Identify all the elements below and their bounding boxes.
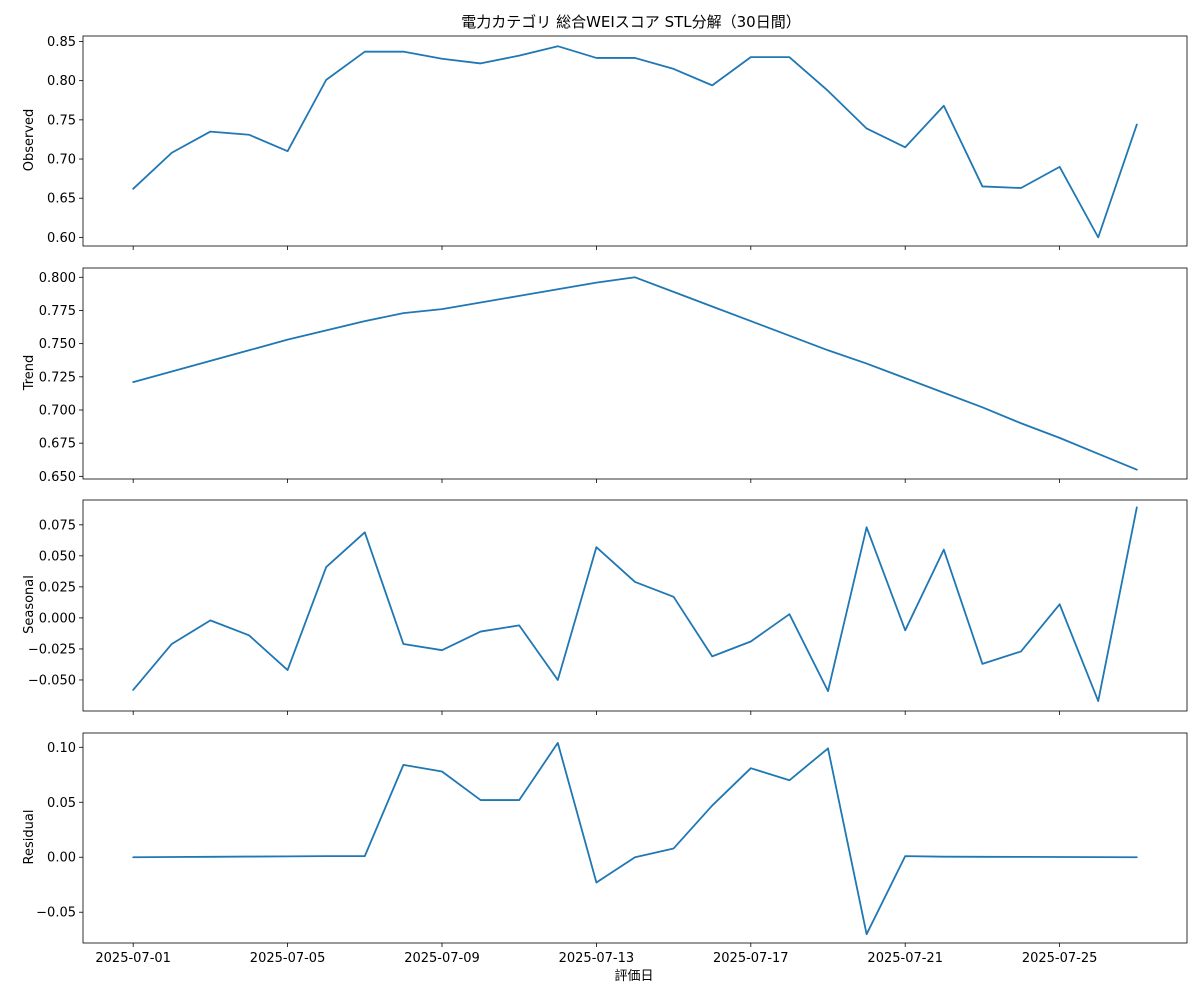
y-axis-title-observed: Observed	[22, 109, 37, 172]
chart-title: 電力カテゴリ 総合WEIスコア STL分解（30日間）	[461, 13, 800, 31]
y-tick-label: −0.050	[28, 673, 76, 688]
series-line-trend	[132, 276, 1138, 471]
x-tick-label: 2025-07-05	[250, 951, 326, 966]
panel-residual: −0.05 0.00 0.05 0.10 2025-07-01 2025-07-05 202…	[22, 732, 1188, 966]
panel-frame	[82, 35, 1188, 247]
y-tick-label: 0.60	[47, 231, 76, 246]
x-tick-label: 2025-07-21	[867, 951, 943, 966]
y-axis-title-trend: Trend	[22, 355, 37, 392]
y-tick-label: 0.750	[39, 337, 76, 352]
y-tick-label: −0.025	[28, 642, 76, 657]
panel-trend: 0.650 0.675 0.700 0.725 0.750 0.775 0.800 Trend	[22, 267, 1188, 485]
panel-frame	[82, 267, 1188, 480]
y-tick-label: 0.675	[39, 437, 76, 452]
y-tick-label: 0.65	[47, 192, 76, 207]
x-axis-title: 評価日	[614, 969, 653, 984]
y-tick-label: 0.700	[39, 403, 76, 418]
series-line-observed	[132, 45, 1138, 239]
panel-frame	[82, 732, 1188, 944]
y-tick-label: 0.75	[47, 113, 76, 128]
y-tick-label: −0.05	[36, 906, 76, 921]
y-tick-label: 0.650	[39, 470, 76, 485]
y-tick-label: 0.775	[39, 304, 76, 319]
x-tick-label: 2025-07-09	[404, 951, 480, 966]
y-tick-label: 0.85	[47, 35, 76, 50]
y-tick-label: 0.725	[39, 370, 76, 385]
panels-group: 0.600.650.700.750.800.85Observed0.6500.6…	[22, 35, 1188, 966]
y-tick-label: 0.050	[39, 549, 76, 564]
y-tick-label: 0.10	[47, 741, 76, 756]
x-tick-label: 2025-07-17	[713, 951, 789, 966]
panel-observed: 0.60 0.65 0.70 0.75 0.80 0.85 Observed	[22, 35, 1188, 250]
x-tick-label: 2025-07-13	[559, 951, 635, 966]
series-line-residual	[132, 742, 1138, 936]
x-tick-label: 2025-07-25	[1022, 951, 1098, 966]
y-axis-title-residual: Residual	[22, 810, 37, 865]
y-tick-label: 0.800	[39, 271, 76, 286]
y-tick-label: 0.70	[47, 153, 76, 168]
y-tick-label: 0.025	[39, 580, 76, 595]
y-axis-title-seasonal: Seasonal	[22, 575, 37, 634]
y-tick-label: 0.05	[47, 796, 76, 811]
y-tick-label: 0.000	[39, 611, 76, 626]
panel-frame	[82, 499, 1188, 712]
panel-seasonal: −0.050 −0.025 0.000 0.025 0.050 0.075 Seasonal	[22, 499, 1188, 715]
x-tick-label: 2025-07-01	[95, 951, 171, 966]
y-tick-label: 0.00	[47, 851, 76, 866]
y-tick-label: 0.80	[47, 74, 76, 89]
series-line-seasonal	[132, 506, 1138, 702]
y-tick-label: 0.075	[39, 518, 76, 533]
